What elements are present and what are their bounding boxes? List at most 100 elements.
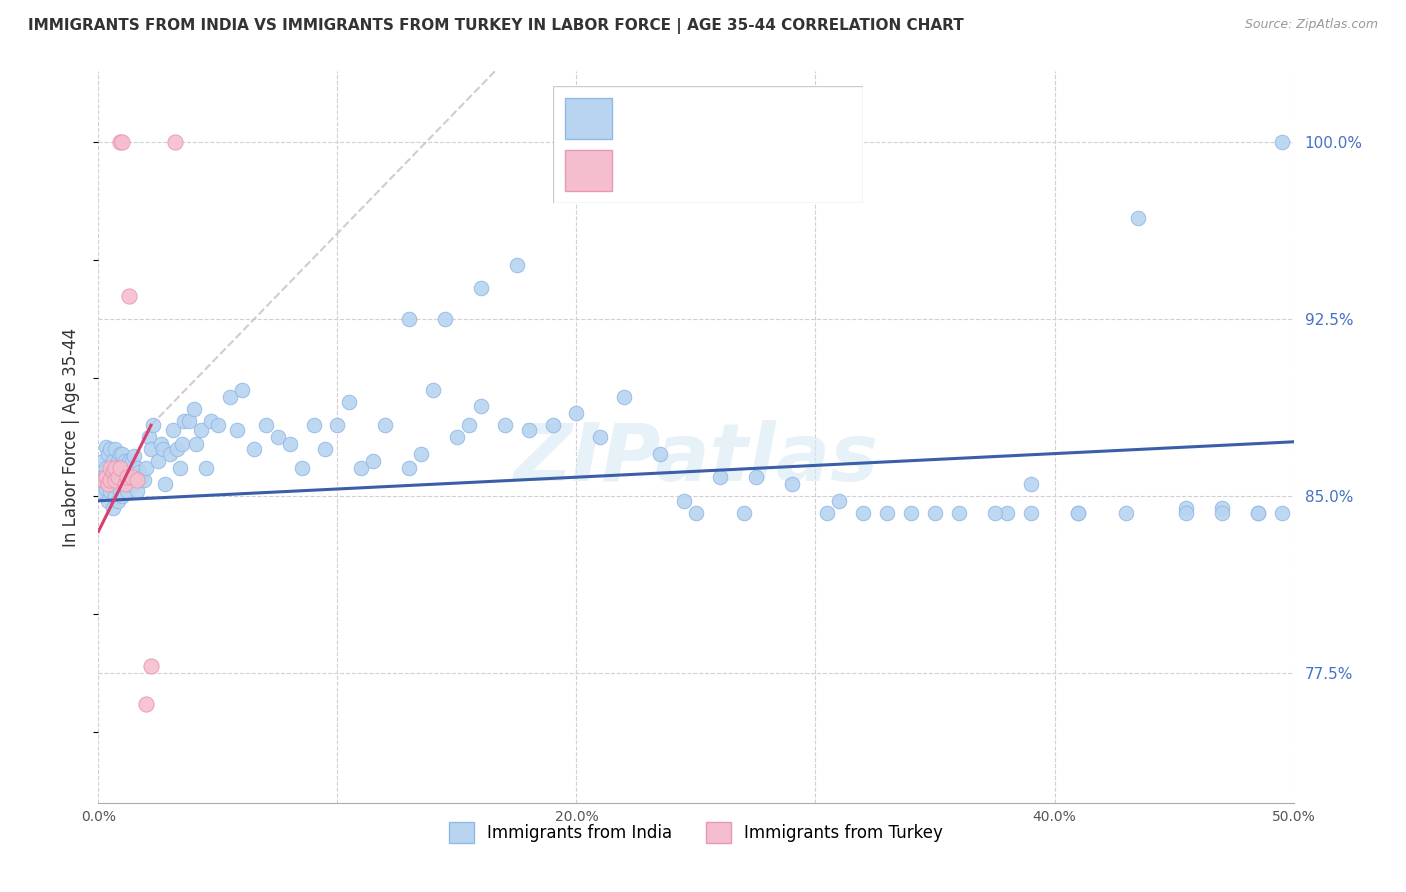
Point	[163, 135, 186, 149]
Point	[350, 460, 373, 475]
Point	[541, 418, 564, 433]
Point	[1247, 506, 1270, 520]
Point	[326, 418, 349, 433]
Point	[148, 453, 170, 467]
Point	[733, 506, 755, 520]
Point	[1175, 506, 1198, 520]
Point	[613, 390, 636, 404]
Point	[1211, 500, 1233, 515]
Point	[173, 413, 195, 427]
Point	[111, 135, 134, 149]
Point	[1271, 135, 1294, 149]
Point	[162, 423, 184, 437]
Point	[108, 447, 131, 461]
Point	[121, 470, 143, 484]
Point	[108, 135, 131, 149]
Point	[924, 506, 946, 520]
Point	[852, 506, 875, 520]
Point	[118, 477, 141, 491]
Point	[363, 453, 385, 467]
Y-axis label: In Labor Force | Age 35-44: In Labor Force | Age 35-44	[62, 327, 80, 547]
Point	[98, 484, 122, 499]
Point	[411, 447, 433, 461]
Point	[1175, 500, 1198, 515]
Point	[124, 449, 146, 463]
Point	[254, 418, 277, 433]
Point	[1247, 506, 1270, 520]
Point	[172, 437, 194, 451]
Point	[648, 447, 672, 461]
Point	[107, 493, 129, 508]
Point	[135, 460, 157, 475]
Point	[169, 460, 191, 475]
Point	[159, 447, 181, 461]
Point	[1271, 506, 1294, 520]
Point	[97, 447, 120, 461]
Text: Source: ZipAtlas.com: Source: ZipAtlas.com	[1244, 18, 1378, 31]
Point	[135, 697, 157, 711]
Point	[815, 506, 838, 520]
Text: IMMIGRANTS FROM INDIA VS IMMIGRANTS FROM TURKEY IN LABOR FORCE | AGE 35-44 CORRE: IMMIGRANTS FROM INDIA VS IMMIGRANTS FROM…	[28, 18, 965, 34]
Point	[190, 423, 212, 437]
Point	[111, 447, 134, 461]
Point	[97, 473, 120, 487]
Point	[900, 506, 922, 520]
Point	[108, 466, 131, 480]
Point	[1211, 506, 1233, 520]
Point	[128, 466, 150, 480]
Point	[458, 418, 481, 433]
Point	[108, 484, 131, 499]
Point	[422, 383, 444, 397]
Point	[565, 407, 588, 421]
Point	[231, 383, 253, 397]
Point	[118, 288, 141, 302]
Point	[745, 470, 768, 484]
Point	[673, 493, 696, 508]
Point	[685, 506, 707, 520]
Point	[828, 493, 851, 508]
Point	[139, 659, 162, 673]
Point	[470, 281, 492, 295]
Point	[125, 473, 148, 487]
Point	[339, 394, 361, 409]
Point	[114, 453, 136, 467]
Point	[111, 466, 134, 480]
Point	[149, 437, 172, 451]
Point	[104, 473, 127, 487]
Point	[1067, 506, 1090, 520]
Point	[121, 477, 143, 491]
Point	[104, 460, 127, 475]
Point	[1115, 506, 1137, 520]
Point	[94, 440, 117, 454]
Point	[121, 453, 143, 467]
Point	[200, 413, 222, 427]
Point	[94, 460, 117, 475]
Point	[517, 423, 540, 437]
Point	[207, 418, 229, 433]
Point	[494, 418, 516, 433]
Point	[114, 477, 136, 491]
Point	[138, 430, 160, 444]
Point	[97, 477, 120, 491]
Point	[709, 470, 731, 484]
Point	[91, 473, 114, 487]
Point	[114, 477, 136, 491]
Point	[179, 413, 201, 427]
Legend: Immigrants from India, Immigrants from Turkey: Immigrants from India, Immigrants from T…	[443, 815, 949, 849]
Point	[243, 442, 266, 456]
Point	[152, 442, 174, 456]
Point	[166, 442, 188, 456]
Point	[101, 500, 124, 515]
Point	[434, 312, 457, 326]
Point	[94, 482, 117, 496]
Point	[98, 442, 122, 456]
Point	[115, 458, 138, 473]
Point	[186, 437, 208, 451]
Point	[98, 460, 122, 475]
Point	[104, 442, 127, 456]
Point	[115, 484, 138, 499]
Point	[219, 390, 242, 404]
Point	[995, 506, 1018, 520]
Point	[111, 489, 134, 503]
Point	[876, 506, 898, 520]
